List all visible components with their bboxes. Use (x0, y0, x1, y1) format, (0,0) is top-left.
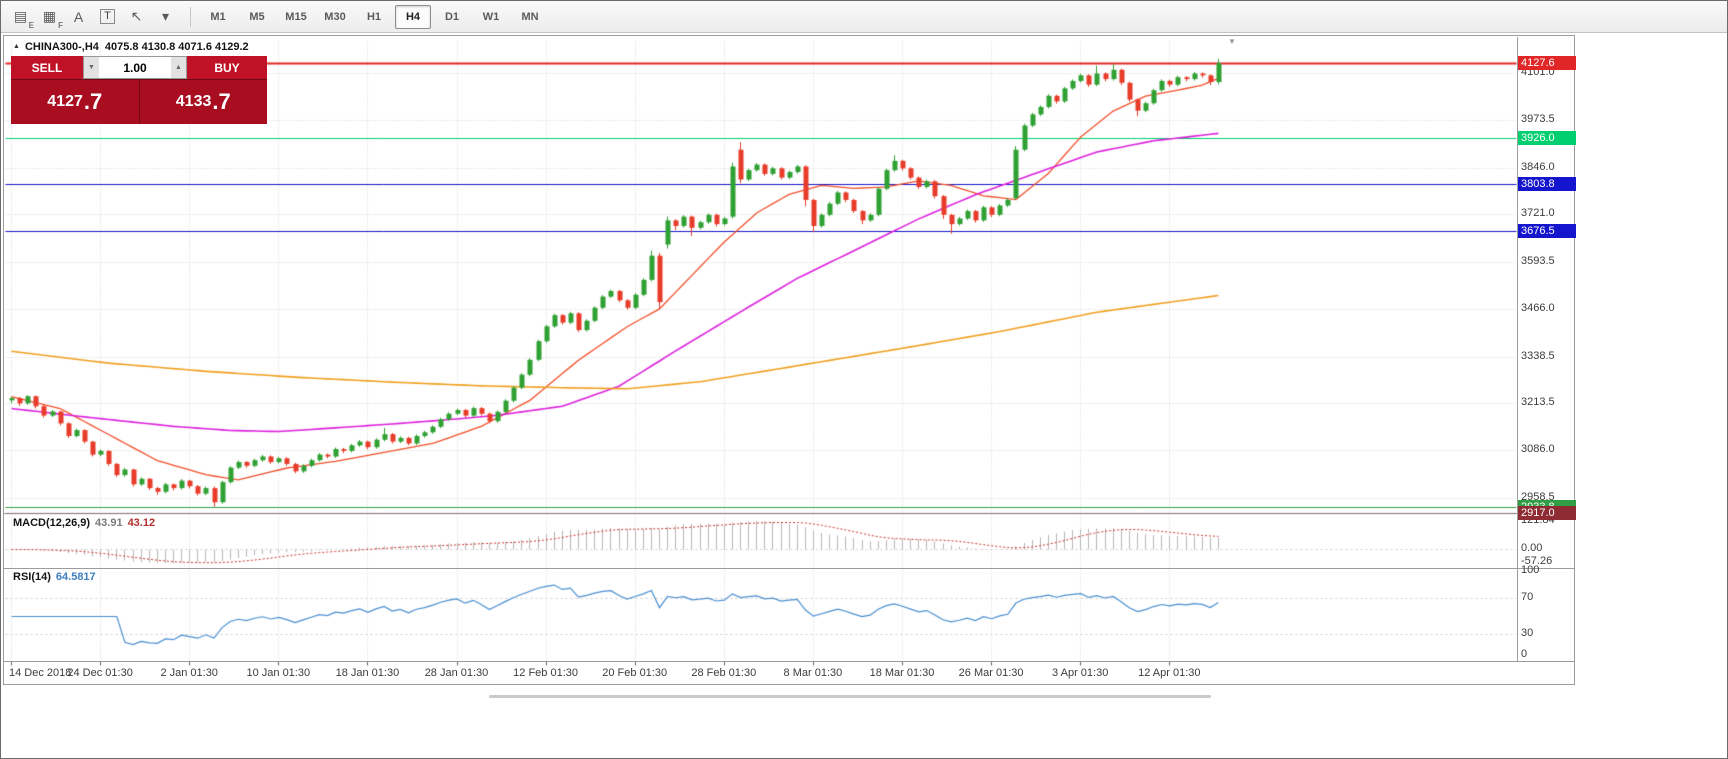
date-axis-label: 20 Feb 01:30 (602, 667, 668, 679)
timeframe-h4[interactable]: H4 (395, 4, 431, 29)
rsi-indicator-label: RSI(14) 64.5817 (13, 571, 96, 583)
timeframe-mn[interactable]: MN (521, 10, 539, 23)
macd-indicator-label: MACD(12,26,9) 43.91 43.12 (13, 517, 155, 529)
time-axis-line (4, 661, 1575, 662)
volume-decrease-button[interactable]: ▼ (84, 57, 99, 78)
date-axis-label: 24 Dec 01:30 (67, 667, 133, 679)
rsi-value: 64.5817 (55, 571, 96, 583)
date-axis-label: 14 Dec 2018 (9, 667, 72, 679)
rsi-axis-label: 0 (1521, 648, 1528, 660)
sell-price-int: 4127 (47, 93, 83, 110)
main-toolbar: ▤ E ▦ F A T ↖ ▾ M1 M5 M15 M30 H1 H4 D1 W1 MN (1, 1, 1727, 33)
macd-axis-label: 0.00 (1521, 542, 1543, 554)
grid-icon[interactable]: ▦ F (42, 8, 63, 30)
price-axis-label: 3466.0 (1521, 302, 1555, 314)
price-axis-label: 3593.5 (1521, 255, 1555, 267)
price-tag: 3676.5 (1518, 224, 1576, 238)
rsi-name: RSI(14) (13, 571, 51, 583)
price-divider (138, 80, 140, 124)
rsi-axis-label: 70 (1521, 591, 1534, 603)
price-tag: 3926.0 (1518, 131, 1576, 145)
date-axis-label: 8 Mar 01:30 (783, 667, 843, 679)
panel-divider[interactable] (4, 568, 1575, 569)
macd-signal-value: 43.12 (127, 517, 156, 529)
volume-increase-button[interactable]: ▲ (171, 57, 186, 78)
price-axis-label: 3973.5 (1521, 113, 1555, 125)
price-axis-label: 3721.0 (1521, 207, 1555, 219)
panel-divider[interactable] (4, 513, 1575, 514)
price-tag: 3803.8 (1518, 177, 1576, 191)
cursor-tool-icon[interactable]: ↖ (130, 8, 143, 24)
price-axis-label: 3213.5 (1521, 396, 1555, 408)
one-click-trading-widget: SELL ▼ ▲ BUY 4127.7 4133.7 (11, 56, 267, 124)
ohlc-values: 4075.8 4130.8 4071.6 4129.2 (104, 41, 249, 53)
price-axis-label: 3086.0 (1521, 443, 1555, 455)
date-axis-label: 26 Mar 01:30 (958, 667, 1024, 679)
timeframe-group: M1 M5 M15 M30 H1 H4 D1 W1 MN (200, 4, 551, 29)
chart-shift-marker[interactable]: ▼ (1228, 37, 1236, 46)
date-axis-label: 12 Feb 01:30 (513, 667, 579, 679)
date-axis-label: 18 Mar 01:30 (869, 667, 935, 679)
buy-price-pip: .7 (212, 89, 231, 114)
date-axis-label: 28 Feb 01:30 (691, 667, 757, 679)
rsi-axis-label: 100 (1521, 564, 1540, 576)
timeframe-w1[interactable]: W1 (482, 10, 500, 23)
macd-axis-label: -57.26 (1521, 555, 1553, 567)
macd-value: 43.91 (95, 517, 123, 529)
chart-profile-icon[interactable]: ▤ E (13, 8, 34, 30)
timeframe-m5[interactable]: M5 (249, 10, 265, 23)
horizontal-scrollbar[interactable] (489, 695, 1211, 698)
price-tag: 4127.6 (1518, 56, 1576, 70)
price-axis-label: 3846.0 (1521, 161, 1555, 173)
price-axis-label: 3338.5 (1521, 350, 1555, 362)
price-tag: 2917.0 (1518, 506, 1576, 520)
timeframe-m1[interactable]: M1 (210, 10, 226, 23)
rsi-axis-label: 30 (1521, 627, 1534, 639)
timeframe-d1[interactable]: D1 (444, 10, 460, 23)
buy-price-button[interactable]: 4133.7 (140, 80, 268, 124)
text-tool-icon[interactable]: A (73, 8, 84, 25)
macd-name: MACD(12,26,9) (13, 517, 91, 529)
sell-price-pip: .7 (83, 89, 103, 114)
toolbar-separator (190, 6, 191, 27)
date-axis-label: 10 Jan 01:30 (246, 667, 311, 679)
date-axis-label: 2 Jan 01:30 (160, 667, 218, 679)
price-axis-separator (1517, 37, 1518, 661)
tool-dropdown-caret-icon[interactable]: ▾ (161, 8, 170, 24)
date-axis-label: 3 Apr 01:30 (1052, 667, 1109, 679)
timeframe-m15[interactable]: M15 (285, 10, 307, 23)
date-axis-label: 12 Apr 01:30 (1138, 667, 1201, 679)
buy-price-int: 4133 (175, 93, 212, 110)
collapse-arrow-icon[interactable]: ▲ (13, 43, 20, 50)
volume-stepper: ▼ ▲ (83, 56, 187, 79)
date-axis-label: 28 Jan 01:30 (424, 667, 489, 679)
tool-icons-group: ▤ E ▦ F A T ↖ ▾ (7, 5, 181, 30)
date-axis-label: 18 Jan 01:30 (335, 667, 400, 679)
buy-button[interactable]: BUY (187, 56, 267, 79)
timeframe-m30[interactable]: M30 (324, 10, 346, 23)
volume-input[interactable] (99, 57, 171, 78)
chart-ohlc-header: ▲ CHINA300-,H4 4075.8 4130.8 4071.6 4129.2 (13, 41, 249, 53)
timeframe-h1[interactable]: H1 (366, 10, 382, 23)
symbol-label: CHINA300-,H4 (24, 41, 99, 53)
chart-canvas[interactable] (3, 37, 1517, 685)
sell-button[interactable]: SELL (11, 56, 83, 79)
sell-price-button[interactable]: 4127.7 (11, 80, 139, 124)
label-tool-icon[interactable]: T (94, 5, 121, 29)
